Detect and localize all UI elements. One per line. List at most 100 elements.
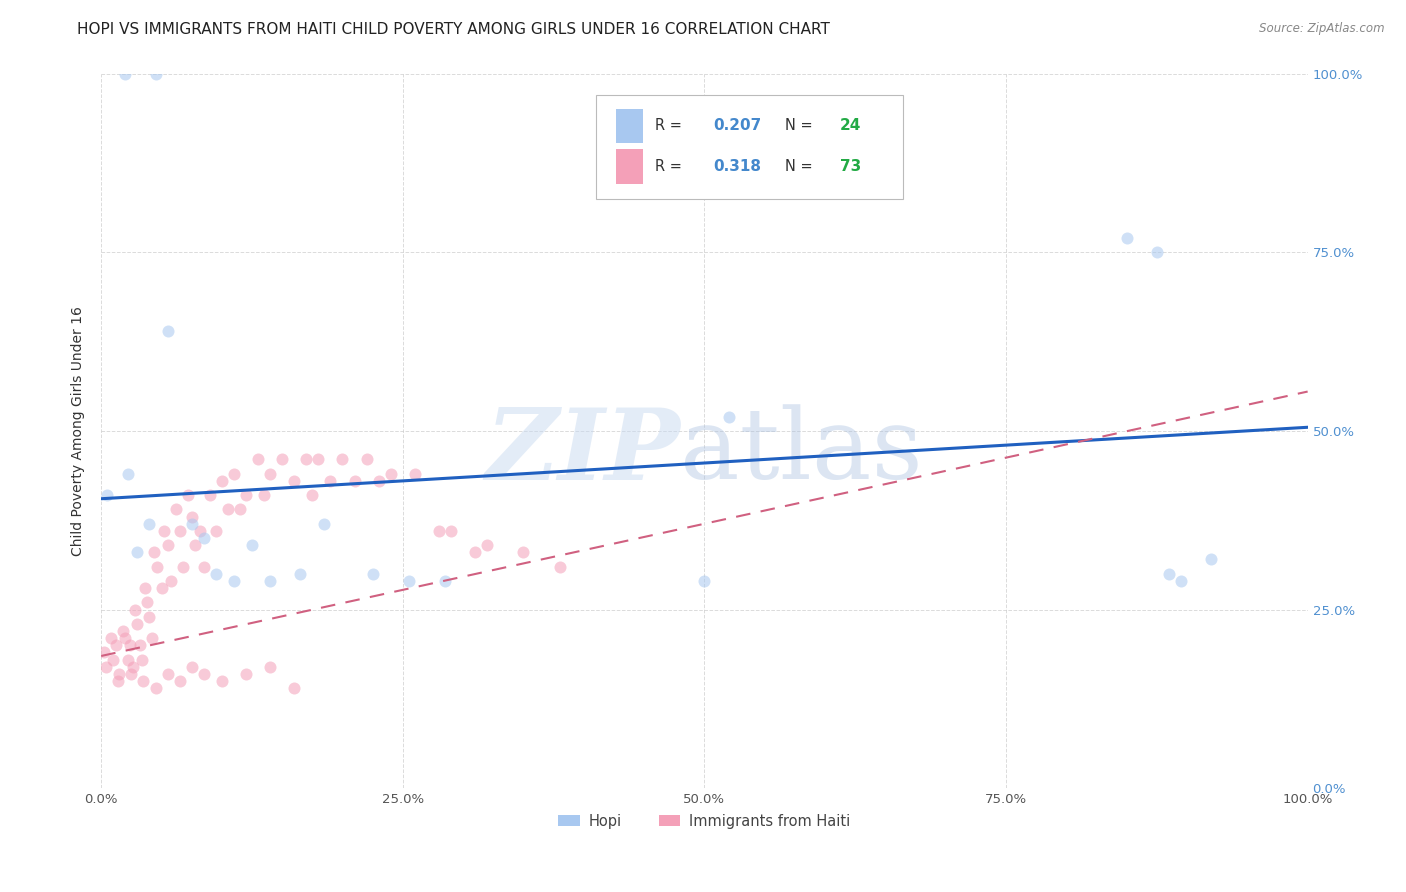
Text: N =: N = (786, 119, 817, 133)
Point (131, 652, 153, 666)
Point (93, 645, 115, 659)
Point (156, 666, 179, 681)
Point (150, 581, 173, 595)
Point (1157, 566, 1180, 581)
Point (693, 574, 716, 588)
Text: HOPI VS IMMIGRANTS FROM HAITI CHILD POVERTY AMONG GIRLS UNDER 16 CORRELATION CHA: HOPI VS IMMIGRANTS FROM HAITI CHILD POVE… (77, 22, 830, 37)
Point (124, 602, 146, 616)
Point (128, 638, 150, 652)
Point (271, 452, 294, 467)
Point (440, 524, 463, 538)
Point (138, 516, 160, 531)
Point (319, 474, 342, 488)
Point (121, 659, 143, 673)
Point (127, 545, 149, 559)
Text: ZIP: ZIP (485, 404, 681, 500)
Point (145, 66, 167, 80)
Point (177, 488, 200, 502)
Point (222, 574, 245, 588)
Text: R =: R = (655, 119, 686, 133)
Point (283, 474, 305, 488)
Point (193, 559, 215, 574)
Point (222, 467, 245, 481)
Point (1170, 574, 1192, 588)
Point (172, 559, 194, 574)
Point (235, 666, 257, 681)
Point (136, 595, 159, 609)
Point (205, 566, 228, 581)
Point (367, 474, 389, 488)
Point (153, 524, 176, 538)
Point (434, 574, 457, 588)
Text: N =: N = (786, 159, 817, 174)
Point (117, 652, 139, 666)
Point (512, 545, 534, 559)
Point (211, 474, 233, 488)
FancyBboxPatch shape (596, 95, 904, 199)
Point (477, 538, 499, 552)
Point (117, 467, 139, 481)
Point (356, 452, 378, 467)
Point (247, 452, 270, 467)
Point (307, 452, 329, 467)
Point (1146, 245, 1168, 260)
Point (380, 467, 402, 481)
Y-axis label: Child Poverty Among Girls Under 16: Child Poverty Among Girls Under 16 (72, 306, 86, 556)
Point (127, 616, 149, 631)
Point (165, 502, 187, 516)
Point (188, 524, 211, 538)
FancyBboxPatch shape (616, 109, 643, 143)
Point (132, 673, 155, 688)
Point (404, 467, 426, 481)
Point (145, 681, 167, 695)
Text: Source: ZipAtlas.com: Source: ZipAtlas.com (1260, 22, 1385, 36)
Point (295, 452, 318, 467)
Text: 0.207: 0.207 (713, 119, 761, 133)
Point (259, 574, 281, 588)
Point (160, 574, 183, 588)
Point (427, 524, 450, 538)
Point (156, 324, 179, 338)
Point (205, 524, 228, 538)
Point (100, 631, 122, 645)
Point (1115, 231, 1137, 245)
Point (120, 666, 142, 681)
Point (398, 574, 420, 588)
Point (301, 488, 323, 502)
Point (229, 502, 252, 516)
Point (193, 531, 215, 545)
Point (332, 452, 354, 467)
Point (107, 673, 129, 688)
Point (184, 538, 207, 552)
Point (141, 631, 163, 645)
Text: 0.318: 0.318 (713, 159, 761, 174)
Point (259, 659, 281, 673)
Text: atlas: atlas (681, 404, 924, 500)
Point (180, 509, 202, 524)
Point (108, 666, 131, 681)
Point (198, 488, 221, 502)
Point (180, 516, 202, 531)
Point (103, 652, 125, 666)
Legend: Hopi, Immigrants from Haiti: Hopi, Immigrants from Haiti (553, 808, 856, 835)
Point (464, 545, 486, 559)
Point (134, 581, 156, 595)
Text: 24: 24 (839, 119, 860, 133)
Point (111, 624, 134, 638)
Point (143, 545, 166, 559)
Point (156, 538, 179, 552)
Point (235, 488, 257, 502)
Point (169, 524, 191, 538)
Point (211, 673, 233, 688)
Point (290, 566, 312, 581)
Point (138, 609, 160, 624)
Point (240, 538, 263, 552)
Point (114, 66, 136, 80)
Point (253, 488, 276, 502)
Text: R =: R = (655, 159, 686, 174)
Point (94, 659, 117, 673)
Point (180, 659, 202, 673)
Point (717, 409, 740, 424)
Point (169, 673, 191, 688)
FancyBboxPatch shape (616, 149, 643, 184)
